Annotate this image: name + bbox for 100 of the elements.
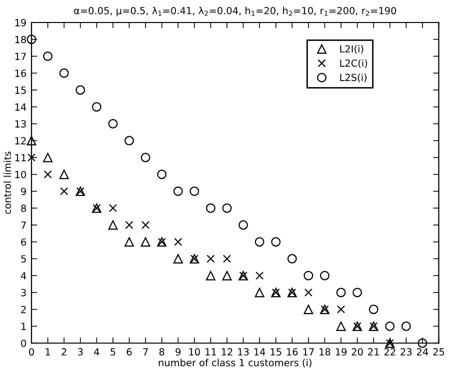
x-tick-label: 4 <box>94 348 100 356</box>
point <box>418 338 428 348</box>
x-tick-label: 9 <box>176 348 181 356</box>
point <box>401 322 411 331</box>
x-tick-label: 1 <box>46 348 50 356</box>
point <box>320 270 330 280</box>
point <box>352 288 362 298</box>
y-tick-label: 14 <box>15 103 26 111</box>
x-axis-title: number of class 1 customers (i) <box>158 358 312 368</box>
y-tick-label: 19 <box>15 18 26 26</box>
x-tick-label: 21 <box>368 348 379 356</box>
point <box>336 322 346 331</box>
legend-label: L2I(i) <box>340 45 364 54</box>
point <box>190 186 200 196</box>
point <box>304 270 314 280</box>
point <box>76 85 86 95</box>
point <box>124 237 134 247</box>
x-tick-label: 7 <box>143 348 148 356</box>
point <box>271 237 281 247</box>
point <box>157 170 167 180</box>
y-tick-label: 1 <box>22 322 26 330</box>
x-tick-label: 22 <box>384 348 396 356</box>
point <box>385 322 395 331</box>
x-tick-label: 23 <box>400 348 412 356</box>
x-tick-label: 3 <box>78 348 83 356</box>
point <box>206 254 215 263</box>
point <box>254 288 264 298</box>
x-tick-label: 25 <box>433 348 444 356</box>
y-tick-label: 13 <box>15 120 26 128</box>
point <box>287 254 297 264</box>
y-tick-label: 8 <box>21 204 26 212</box>
point <box>59 68 69 78</box>
y-tick-label: 12 <box>15 137 26 144</box>
y-tick-label: 11 <box>15 154 26 162</box>
point <box>27 153 36 162</box>
point <box>173 254 183 264</box>
point <box>222 270 232 280</box>
legend-label: L2S(i) <box>340 74 366 82</box>
legend-label: L2C(i) <box>340 59 368 68</box>
x-tick-label: 24 <box>416 348 428 356</box>
point <box>44 170 52 178</box>
point <box>238 220 248 230</box>
y-tick-label: 17 <box>15 52 26 60</box>
point <box>336 305 346 314</box>
y-tick-label: 3 <box>21 288 26 296</box>
y-tick-label: 6 <box>21 238 26 246</box>
point <box>124 136 134 146</box>
point <box>173 186 183 196</box>
x-tick-label: 2 <box>62 348 66 356</box>
point <box>92 102 102 112</box>
point <box>26 136 36 146</box>
y-tick-label: 15 <box>15 86 26 94</box>
x-tick-label: 0 <box>29 348 34 356</box>
y-tick-label: 10 <box>15 170 26 178</box>
y-axis-title: control limits <box>3 152 11 214</box>
point <box>368 304 378 314</box>
point <box>108 119 118 128</box>
y-tick-label: 9 <box>21 188 26 196</box>
point <box>206 270 216 280</box>
y-tick-label: 16 <box>15 70 26 77</box>
x-tick-label: 12 <box>222 348 232 356</box>
x-tick-label: 10 <box>189 348 200 356</box>
point <box>125 220 134 230</box>
x-tick-label: 20 <box>352 348 363 356</box>
point <box>336 288 346 298</box>
point <box>26 34 36 44</box>
y-tick-label: 18 <box>15 36 26 44</box>
y-tick-label: 0 <box>21 340 26 347</box>
point <box>174 238 182 246</box>
x-tick-label: 11 <box>206 348 216 356</box>
point <box>142 220 150 230</box>
chart-title: α=0.05, μ=0.5, λ$_{1}$=0.41, λ$_{2}$=0.04, h$_{1}$=20, h$_{2}$=10, r$_{1}$=200, r$_{2}$=190 <box>74 6 396 16</box>
point <box>108 204 117 212</box>
x-tick-label: 8 <box>159 348 164 356</box>
point <box>59 170 69 180</box>
y-tick-label: 7 <box>21 222 26 229</box>
point <box>60 187 68 196</box>
point <box>222 203 232 213</box>
point <box>140 237 150 247</box>
y-tick-label: 4 <box>20 272 26 280</box>
y-tick-label: 2 <box>21 306 26 314</box>
point <box>256 272 264 280</box>
point <box>254 237 264 247</box>
y-tick-label: 5 <box>21 255 26 263</box>
x-tick-label: 15 <box>270 348 282 356</box>
point <box>43 152 53 162</box>
x-tick-label: 18 <box>320 348 330 356</box>
x-tick-label: 5 <box>110 348 116 356</box>
point <box>206 203 216 213</box>
x-tick-label: 13 <box>238 348 249 356</box>
point <box>304 288 312 297</box>
x-tick-label: 14 <box>254 348 266 356</box>
x-tick-label: 17 <box>303 348 314 356</box>
x-tick-label: 19 <box>336 348 347 356</box>
point <box>108 220 118 230</box>
point <box>304 304 314 314</box>
point <box>222 254 232 263</box>
point <box>43 52 53 61</box>
x-tick-label: 6 <box>126 348 132 356</box>
x-tick-label: 16 <box>287 348 298 356</box>
